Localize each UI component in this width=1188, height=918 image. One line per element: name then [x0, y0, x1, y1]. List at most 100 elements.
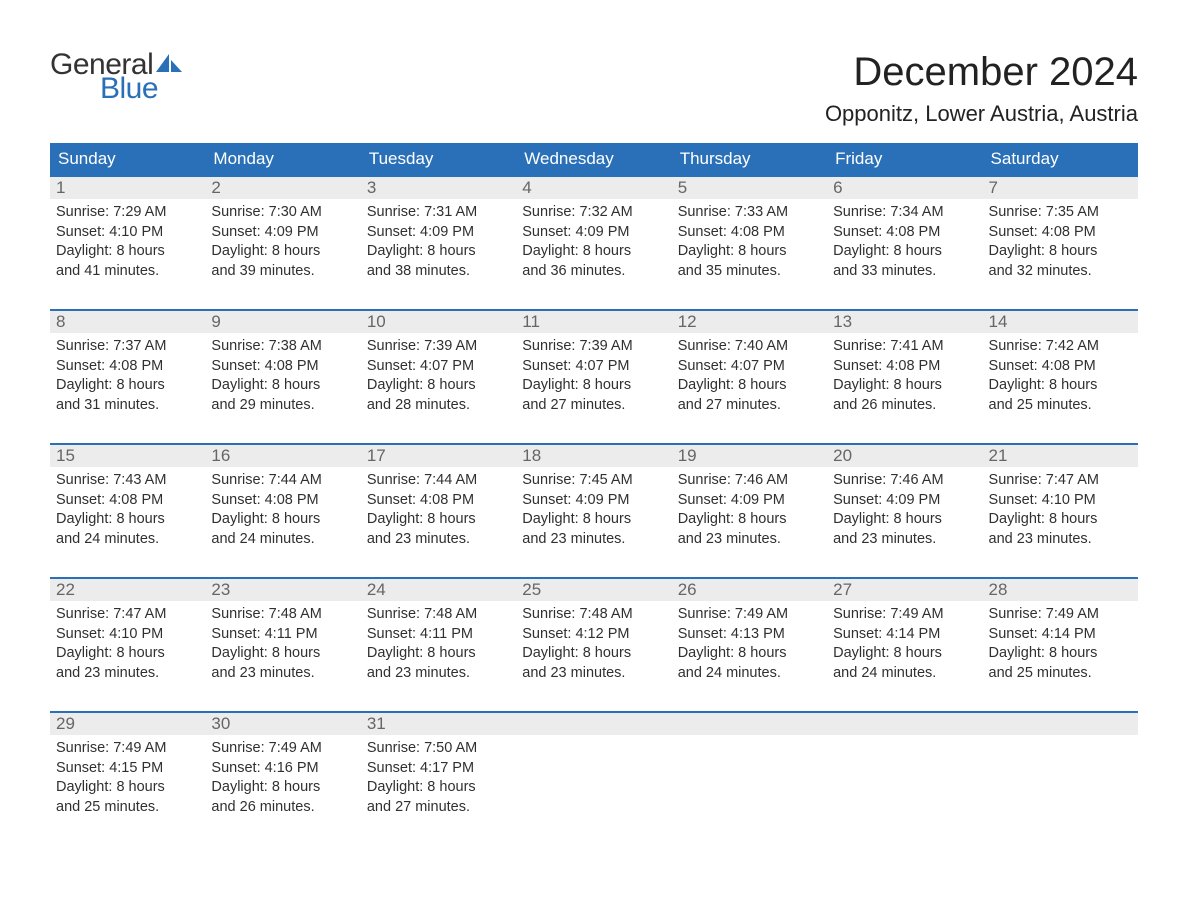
day-number: 17 [367, 446, 386, 465]
dow-cell: Tuesday [361, 143, 516, 175]
day-dl1: Daylight: 8 hours [989, 644, 1132, 664]
day-number: 8 [56, 312, 65, 331]
day-number: 15 [56, 446, 75, 465]
day-body: Sunrise: 7:31 AMSunset: 4:09 PMDaylight:… [361, 199, 516, 281]
day-body: Sunrise: 7:49 AMSunset: 4:14 PMDaylight:… [827, 601, 982, 683]
day-sunrise: Sunrise: 7:37 AM [56, 337, 199, 357]
day-number: 29 [56, 714, 75, 733]
day-dl1: Daylight: 8 hours [367, 644, 510, 664]
day-cell: 20 Sunrise: 7:46 AMSunset: 4:09 PMDayligh… [827, 445, 982, 563]
logo-word-blue: Blue [100, 74, 183, 104]
day-sunset: Sunset: 4:08 PM [989, 223, 1132, 243]
day-dl1: Daylight: 8 hours [367, 510, 510, 530]
month-title: December 2024 [825, 50, 1138, 95]
day-number: 22 [56, 580, 75, 599]
day-body: Sunrise: 7:49 AMSunset: 4:15 PMDaylight:… [50, 735, 205, 817]
day-dl1: Daylight: 8 hours [211, 510, 354, 530]
day-sunset: Sunset: 4:08 PM [56, 491, 199, 511]
day-body: Sunrise: 7:46 AMSunset: 4:09 PMDaylight:… [672, 467, 827, 549]
day-body: Sunrise: 7:38 AMSunset: 4:08 PMDaylight:… [205, 333, 360, 415]
day-dl2: and 41 minutes. [56, 262, 199, 282]
day-dl2: and 38 minutes. [367, 262, 510, 282]
day-number-row: 24 [361, 579, 516, 601]
day-sunset: Sunset: 4:08 PM [367, 491, 510, 511]
day-sunset: Sunset: 4:07 PM [522, 357, 665, 377]
day-body: Sunrise: 7:47 AMSunset: 4:10 PMDaylight:… [983, 467, 1138, 549]
day-sunset: Sunset: 4:08 PM [211, 491, 354, 511]
day-sunrise: Sunrise: 7:42 AM [989, 337, 1132, 357]
day-number: 3 [367, 178, 376, 197]
day-dl1: Daylight: 8 hours [56, 376, 199, 396]
dow-cell: Saturday [983, 143, 1138, 175]
day-dl1: Daylight: 8 hours [211, 778, 354, 798]
day-dl2: and 23 minutes. [678, 530, 821, 550]
day-dl1: Daylight: 8 hours [211, 242, 354, 262]
day-number-row: 31 [361, 713, 516, 735]
dow-cell: Sunday [50, 143, 205, 175]
day-body: Sunrise: 7:45 AMSunset: 4:09 PMDaylight:… [516, 467, 671, 549]
day-sunrise: Sunrise: 7:49 AM [211, 739, 354, 759]
day-number: 5 [678, 178, 687, 197]
weeks-container: 1Sunrise: 7:29 AMSunset: 4:10 PMDaylight… [50, 175, 1138, 831]
day-sunset: Sunset: 4:08 PM [833, 357, 976, 377]
day-sunrise: Sunrise: 7:45 AM [522, 471, 665, 491]
day-dl1: Daylight: 8 hours [522, 510, 665, 530]
day-number: 2 [211, 178, 220, 197]
day-body: Sunrise: 7:44 AMSunset: 4:08 PMDaylight:… [205, 467, 360, 549]
day-number-row: 5 [672, 177, 827, 199]
day-number-row: 6 [827, 177, 982, 199]
day-cell: 30Sunrise: 7:49 AMSunset: 4:16 PMDayligh… [205, 713, 360, 831]
day-cell: 12Sunrise: 7:40 AMSunset: 4:07 PMDayligh… [672, 311, 827, 429]
day-sunset: Sunset: 4:08 PM [989, 357, 1132, 377]
day-number-row [516, 713, 671, 735]
day-sunset: Sunset: 4:07 PM [678, 357, 821, 377]
week-row: 29 Sunrise: 7:49 AMSunset: 4:15 PMDayligh… [50, 711, 1138, 831]
day-sunset: Sunset: 4:09 PM [211, 223, 354, 243]
day-cell: 29 Sunrise: 7:49 AMSunset: 4:15 PMDayligh… [50, 713, 205, 831]
day-cell: 18Sunrise: 7:45 AMSunset: 4:09 PMDayligh… [516, 445, 671, 563]
day-dl2: and 23 minutes. [367, 530, 510, 550]
day-dl2: and 33 minutes. [833, 262, 976, 282]
day-sunrise: Sunrise: 7:48 AM [367, 605, 510, 625]
day-body: Sunrise: 7:33 AMSunset: 4:08 PMDaylight:… [672, 199, 827, 281]
day-number-row: 26 [672, 579, 827, 601]
day-cell: 11Sunrise: 7:39 AMSunset: 4:07 PMDayligh… [516, 311, 671, 429]
week-row: 22Sunrise: 7:47 AMSunset: 4:10 PMDayligh… [50, 577, 1138, 697]
day-cell: 19Sunrise: 7:46 AMSunset: 4:09 PMDayligh… [672, 445, 827, 563]
day-body: Sunrise: 7:44 AMSunset: 4:08 PMDaylight:… [361, 467, 516, 549]
day-sunrise: Sunrise: 7:46 AM [678, 471, 821, 491]
day-sunrise: Sunrise: 7:39 AM [367, 337, 510, 357]
day-sunset: Sunset: 4:11 PM [367, 625, 510, 645]
day-dl1: Daylight: 8 hours [678, 376, 821, 396]
day-body: Sunrise: 7:48 AMSunset: 4:11 PMDaylight:… [205, 601, 360, 683]
day-dl2: and 23 minutes. [367, 664, 510, 684]
day-cell: 27Sunrise: 7:49 AMSunset: 4:14 PMDayligh… [827, 579, 982, 697]
day-number-row: 10 [361, 311, 516, 333]
day-number-row: 11 [516, 311, 671, 333]
day-dl2: and 29 minutes. [211, 396, 354, 416]
day-number-row: 2 [205, 177, 360, 199]
day-cell: 3 Sunrise: 7:31 AMSunset: 4:09 PMDaylight… [361, 177, 516, 295]
day-body: Sunrise: 7:39 AMSunset: 4:07 PMDaylight:… [516, 333, 671, 415]
day-dl2: and 23 minutes. [833, 530, 976, 550]
day-dl2: and 24 minutes. [211, 530, 354, 550]
day-sunset: Sunset: 4:12 PM [522, 625, 665, 645]
day-body: Sunrise: 7:43 AMSunset: 4:08 PMDaylight:… [50, 467, 205, 549]
day-cell: 28Sunrise: 7:49 AMSunset: 4:14 PMDayligh… [983, 579, 1138, 697]
day-body: Sunrise: 7:46 AMSunset: 4:09 PMDaylight:… [827, 467, 982, 549]
day-body: Sunrise: 7:50 AMSunset: 4:17 PMDaylight:… [361, 735, 516, 817]
day-cell: 24 Sunrise: 7:48 AMSunset: 4:11 PMDayligh… [361, 579, 516, 697]
day-number: 20 [833, 446, 852, 465]
day-sunset: Sunset: 4:17 PM [367, 759, 510, 779]
day-number [833, 714, 838, 733]
day-dl2: and 23 minutes. [522, 664, 665, 684]
day-number-row: 4 [516, 177, 671, 199]
day-dl2: and 25 minutes. [989, 664, 1132, 684]
day-sunset: Sunset: 4:09 PM [833, 491, 976, 511]
day-number: 14 [989, 312, 1008, 331]
day-cell-empty [516, 713, 671, 831]
day-body: Sunrise: 7:29 AMSunset: 4:10 PMDaylight:… [50, 199, 205, 281]
day-sunrise: Sunrise: 7:50 AM [367, 739, 510, 759]
day-sunrise: Sunrise: 7:47 AM [56, 605, 199, 625]
day-cell: 31Sunrise: 7:50 AMSunset: 4:17 PMDayligh… [361, 713, 516, 831]
